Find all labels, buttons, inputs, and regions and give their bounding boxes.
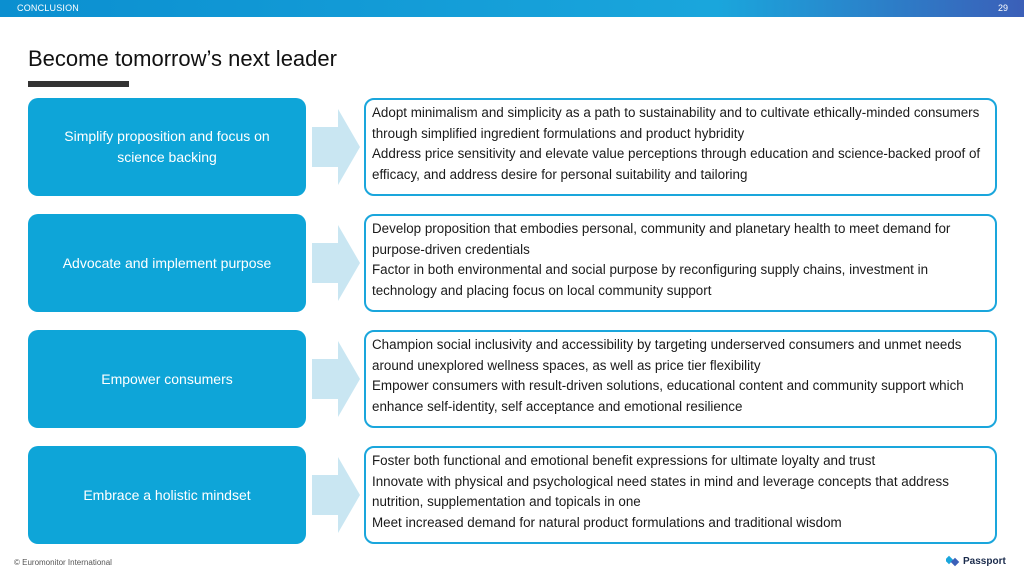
detail-point: Factor in both environmental and social … (372, 262, 929, 298)
arrow-right-icon (312, 457, 360, 533)
detail-point: Meet increased demand for natural produc… (372, 514, 842, 530)
section-label: CONCLUSION (17, 3, 80, 13)
row-detail-simplify: Adopt minimalism and simplicity as a pat… (364, 98, 997, 196)
detail-point: Address price sensitivity and elevate va… (372, 146, 981, 182)
row-detail-holistic: Foster both functional and emotional ben… (364, 446, 997, 544)
detail-point: Empower consumers with result-driven sol… (372, 378, 964, 414)
detail-point: Develop proposition that embodies person… (372, 221, 951, 257)
row-detail-purpose: Develop proposition that embodies person… (364, 214, 997, 312)
row-label-simplify: Simplify proposition and focus on scienc… (28, 98, 306, 196)
header-bar: CONCLUSION 29 (0, 0, 1024, 17)
row-label-empower: Empower consumers (28, 330, 306, 428)
page-title: Become tomorrow’s next leader (28, 46, 337, 71)
detail-point: Foster both functional and emotional ben… (372, 453, 876, 468)
brand-logo: Passport (946, 555, 1006, 567)
detail-point: Adopt minimalism and simplicity as a pat… (372, 105, 980, 141)
page-number: 29 (997, 3, 1008, 13)
passport-logo-icon (946, 555, 960, 567)
title-underline (28, 81, 129, 87)
row-label-purpose: Advocate and implement purpose (28, 214, 306, 312)
detail-point: Innovate with physical and psychological… (372, 473, 949, 510)
detail-point: Champion social inclusivity and accessib… (372, 337, 962, 373)
brand-name: Passport (963, 555, 1006, 567)
copyright-text: © Euromonitor International (14, 558, 112, 567)
arrow-right-icon (312, 341, 360, 417)
arrow-right-icon (312, 109, 360, 185)
arrow-right-icon (312, 225, 360, 301)
row-label-holistic: Embrace a holistic mindset (28, 446, 306, 544)
row-detail-empower: Champion social inclusivity and accessib… (364, 330, 997, 428)
